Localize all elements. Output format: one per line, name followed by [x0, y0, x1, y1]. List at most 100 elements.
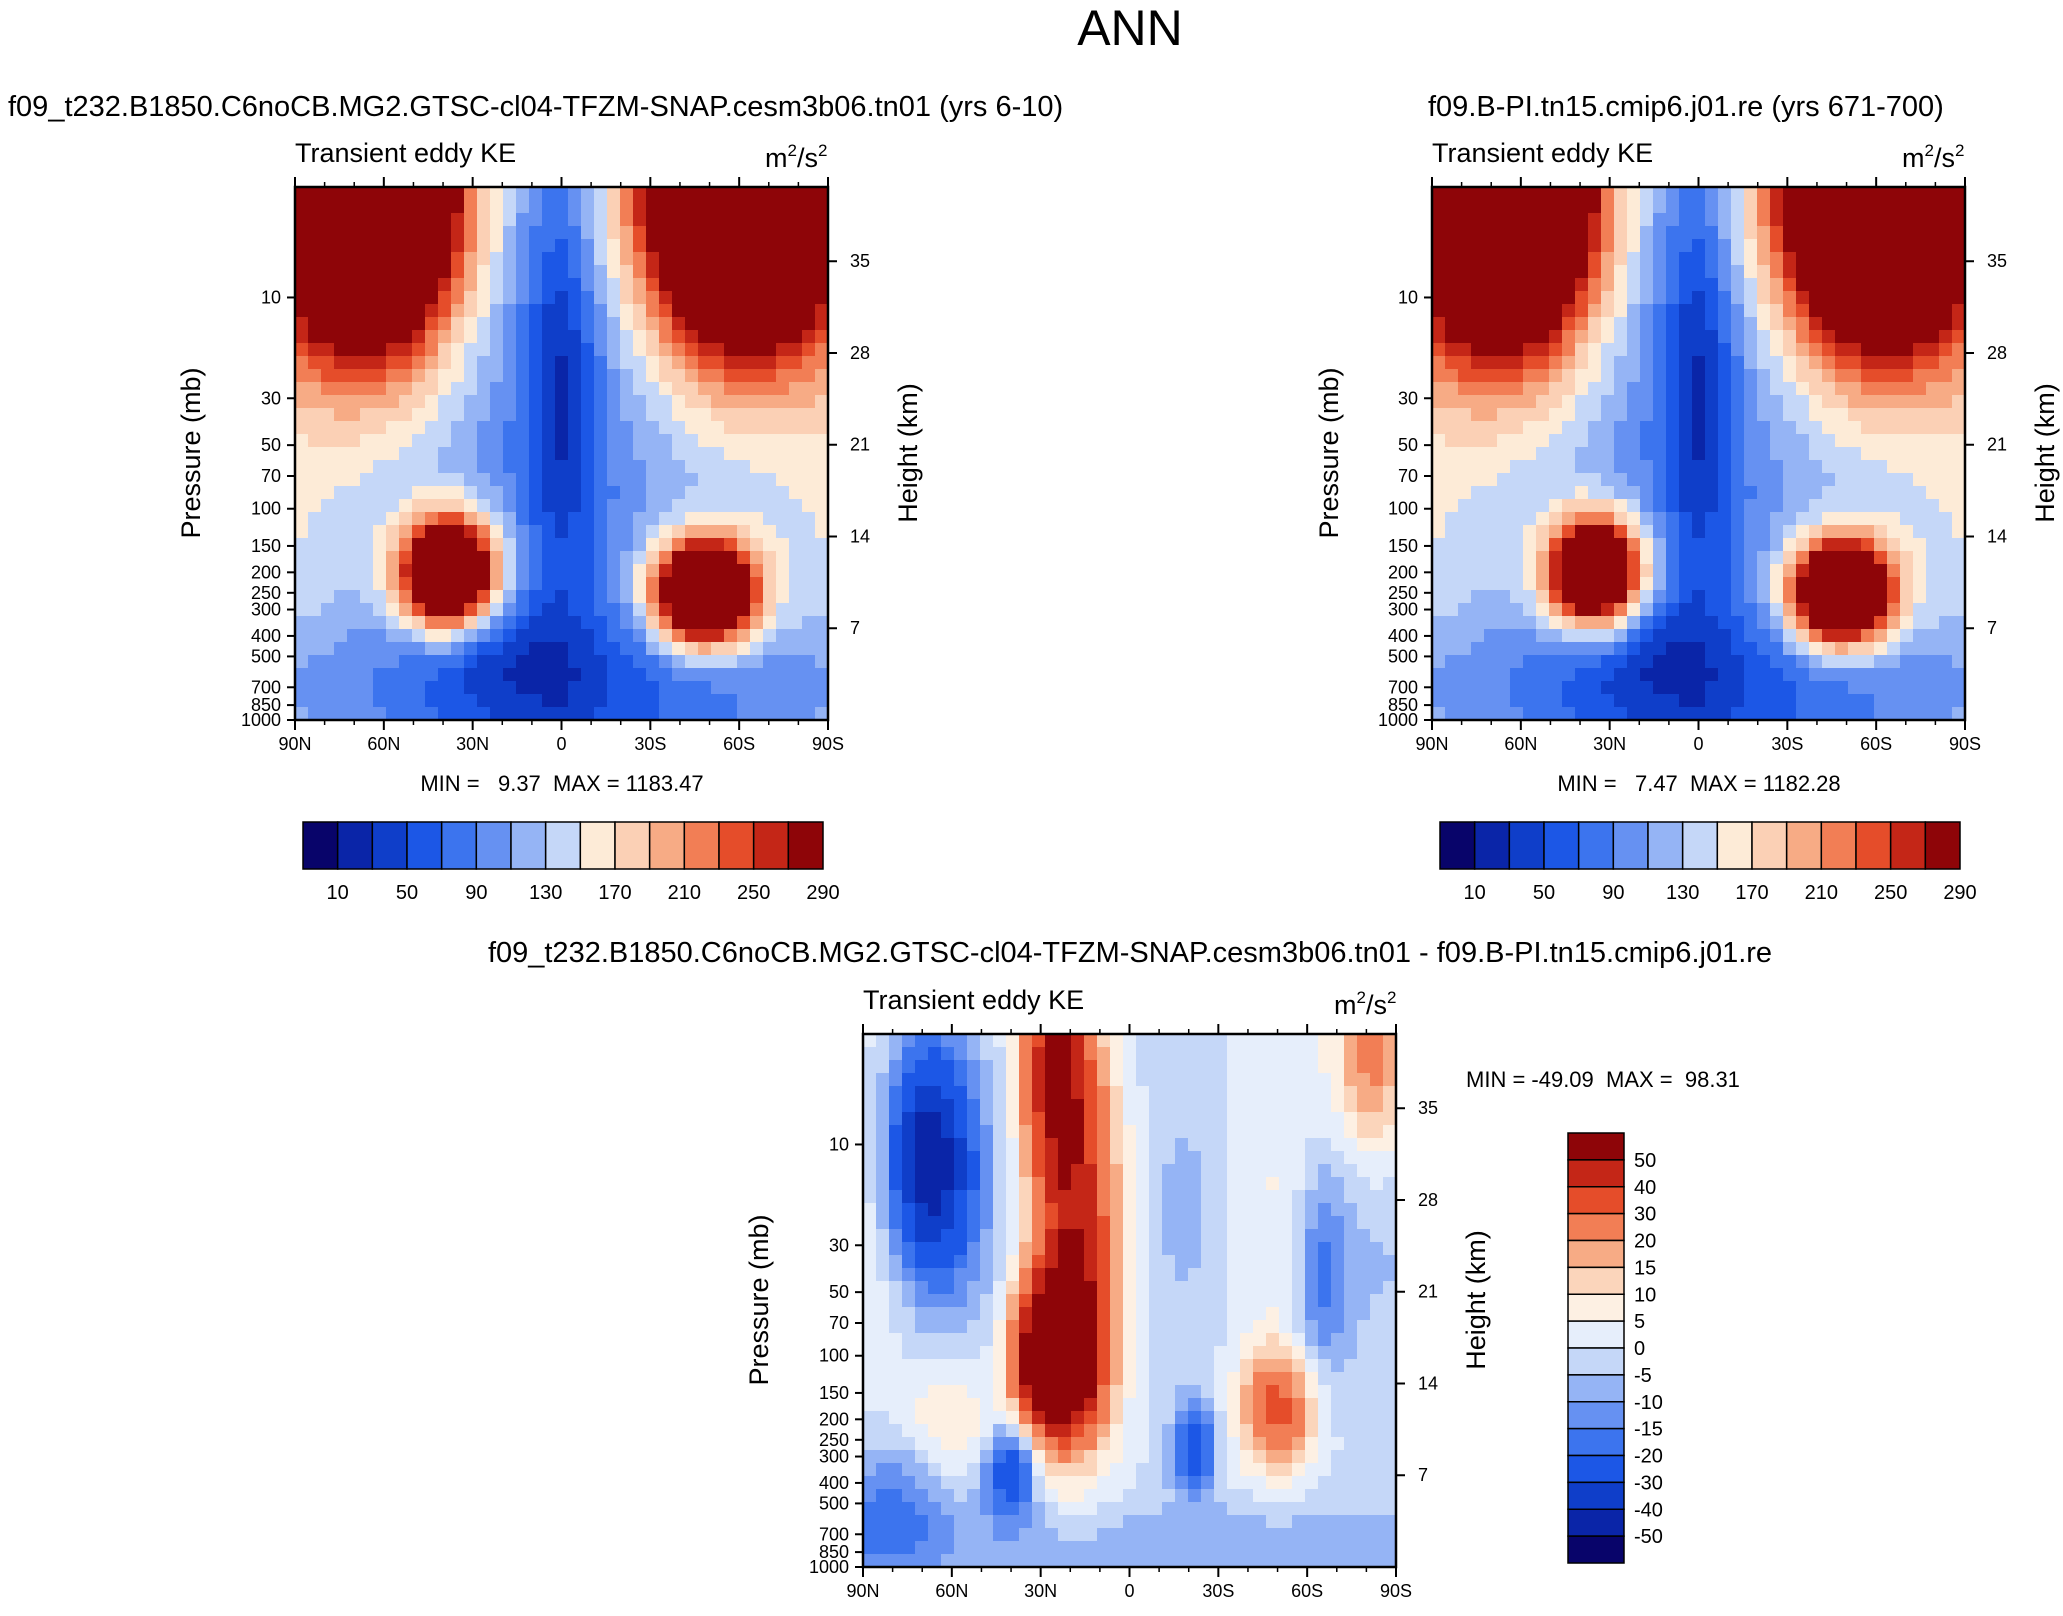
contour-cell	[1458, 473, 1472, 487]
contour-cell	[1653, 707, 1667, 721]
contour-cell	[1045, 1099, 1059, 1113]
contour-cell	[373, 577, 387, 591]
contour-cell	[1809, 395, 1823, 409]
contour-cell	[555, 603, 569, 617]
contour-cell	[1731, 551, 1745, 565]
contour-cell	[685, 447, 699, 461]
contour-cell	[1705, 226, 1719, 240]
contour-cell	[724, 330, 738, 344]
contour-cell	[1874, 395, 1888, 409]
colorbar-box	[1577, 821, 1615, 870]
contour-cell	[373, 356, 387, 370]
contour-cell	[1357, 1307, 1371, 1321]
contour-cell	[928, 1047, 942, 1061]
contour-cell	[477, 200, 491, 214]
contour-cell	[1045, 1359, 1059, 1373]
contour-cell	[1822, 343, 1836, 357]
contour-cell	[1279, 1463, 1293, 1477]
contour-cell	[876, 1229, 890, 1243]
contour-cell	[672, 382, 686, 396]
contour-cell	[659, 460, 673, 474]
contour-cell	[386, 213, 400, 227]
contour-cell	[1123, 1138, 1137, 1152]
contour-cell	[1783, 226, 1797, 240]
contour-cell	[711, 226, 725, 240]
contour-cell	[1331, 1060, 1345, 1074]
contour-cell	[724, 434, 738, 448]
contour-cell	[633, 707, 647, 721]
contour-cell	[373, 616, 387, 630]
contour-cell	[633, 291, 647, 305]
contour-cell	[1822, 577, 1836, 591]
contour-cell	[295, 499, 309, 513]
contour-cell	[594, 538, 608, 552]
contour-cell	[633, 239, 647, 253]
contour-cell	[737, 655, 751, 669]
contour-cell	[1201, 1398, 1215, 1412]
contour-cell	[594, 317, 608, 331]
y-right-tick-label: 21	[1987, 435, 2007, 455]
contour-cell	[464, 525, 478, 539]
contour-cell	[802, 460, 816, 474]
contour-cell	[464, 629, 478, 643]
contour-cell	[737, 356, 751, 370]
contour-cell	[1679, 187, 1693, 201]
contour-cell	[750, 239, 764, 253]
contour-cell	[1770, 252, 1784, 266]
contour-cell	[1536, 239, 1550, 253]
contour-cell	[1835, 356, 1849, 370]
contour-cell	[1058, 1242, 1072, 1256]
contour-cell	[1861, 577, 1875, 591]
contour-cell	[698, 629, 712, 643]
contour-cell	[1679, 512, 1693, 526]
contour-cell	[1175, 1073, 1189, 1087]
contour-cell	[1370, 1138, 1384, 1152]
contour-cell	[1588, 447, 1602, 461]
contour-cell	[980, 1255, 994, 1269]
contour-cell	[876, 1255, 890, 1269]
contour-cell	[1227, 1411, 1241, 1425]
contour-cell	[1653, 499, 1667, 513]
contour-cell	[1848, 499, 1862, 513]
contour-cell	[685, 616, 699, 630]
contour-cell	[1305, 1073, 1319, 1087]
contour-cell	[1692, 694, 1706, 708]
contour-cell	[425, 655, 439, 669]
contour-cell	[1510, 252, 1524, 266]
contour-cell	[581, 304, 595, 318]
contour-cell	[633, 317, 647, 331]
contour-cell	[1731, 564, 1745, 578]
contour-cell	[1331, 1307, 1345, 1321]
contour-cell	[1045, 1151, 1059, 1165]
contour-cell	[607, 629, 621, 643]
contour-cell	[789, 538, 803, 552]
contour-cell	[1266, 1268, 1280, 1282]
contour-cell	[1318, 1073, 1332, 1087]
contour-cell	[1240, 1346, 1254, 1360]
contour-cell	[1809, 694, 1823, 708]
contour-cell	[425, 200, 439, 214]
contour-cell	[1344, 1281, 1358, 1295]
contour-cell	[399, 265, 413, 279]
contour-cell	[1162, 1177, 1176, 1191]
contour-cell	[386, 486, 400, 500]
contour-cell	[1318, 1034, 1332, 1048]
contour-cell	[607, 499, 621, 513]
contour-cell	[1666, 525, 1680, 539]
contour-cell	[928, 1307, 942, 1321]
contour-cell	[1510, 486, 1524, 500]
contour-cell	[1162, 1073, 1176, 1087]
contour-cell	[1214, 1112, 1228, 1126]
contour-cell	[386, 382, 400, 396]
contour-cell	[1848, 291, 1862, 305]
contour-cell	[555, 369, 569, 383]
contour-cell	[490, 252, 504, 266]
contour-cell	[1718, 512, 1732, 526]
contour-cell	[1279, 1320, 1293, 1334]
contour-cell	[542, 239, 556, 253]
contour-cell	[1266, 1242, 1280, 1256]
contour-cell	[1809, 525, 1823, 539]
contour-cell	[516, 590, 530, 604]
contour-cell	[815, 278, 829, 292]
contour-cell	[1809, 538, 1823, 552]
